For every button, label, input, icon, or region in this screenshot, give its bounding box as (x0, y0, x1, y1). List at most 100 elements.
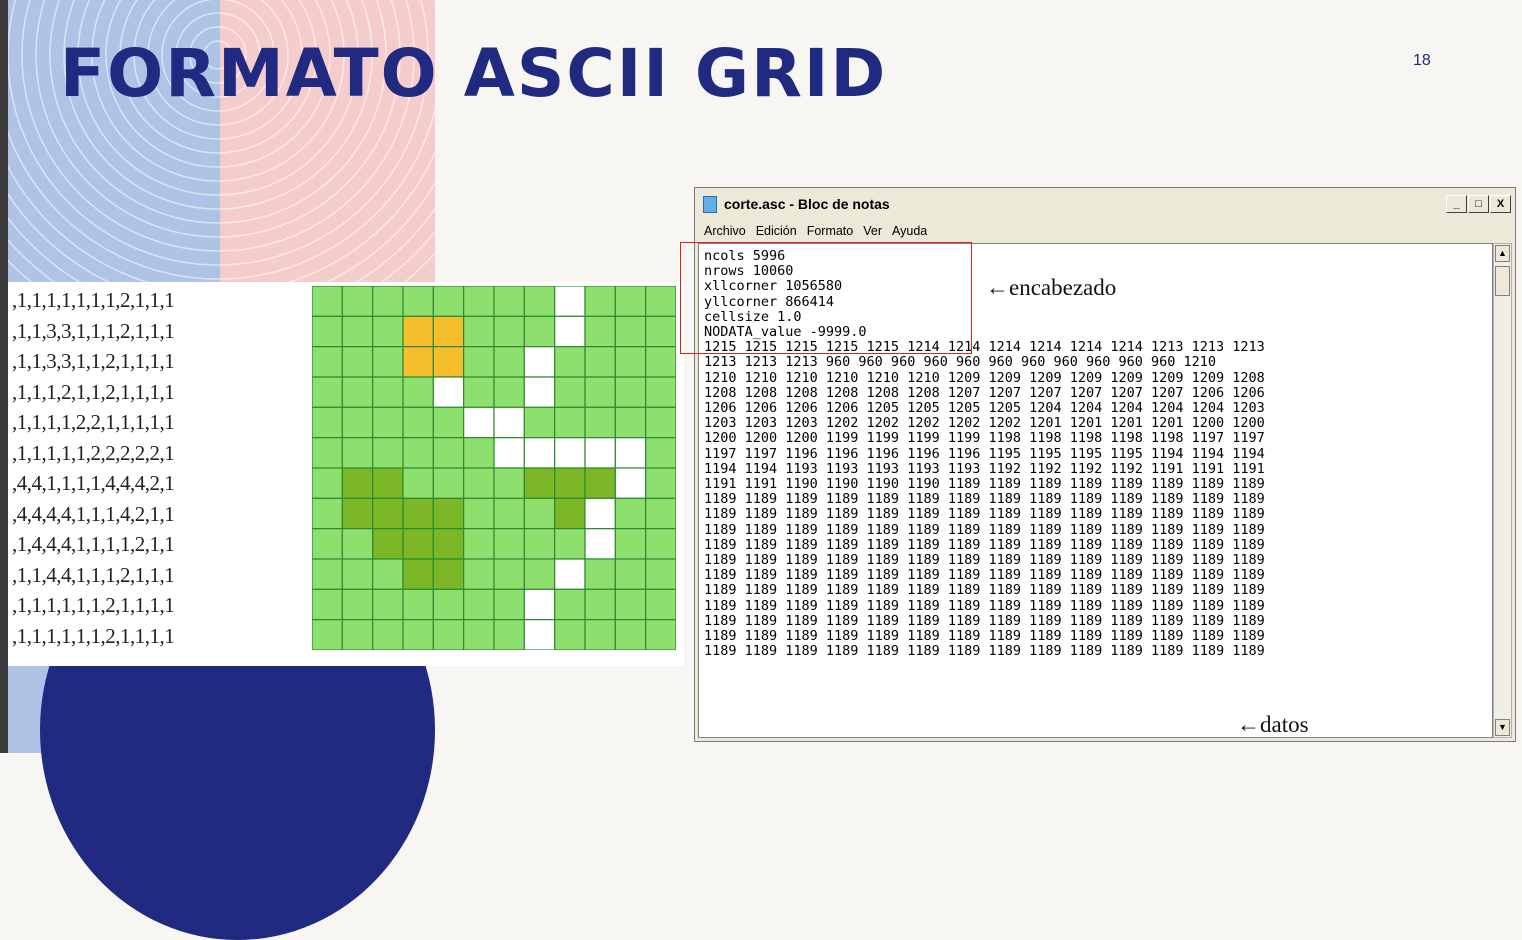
grid-cell (523, 528, 556, 560)
grid-cell (584, 558, 616, 590)
menu-ayuda[interactable]: Ayuda (892, 224, 928, 238)
grid-cell (645, 315, 676, 348)
grid-cell (584, 376, 616, 408)
grid-cell (614, 376, 647, 408)
grid-cell (614, 437, 647, 469)
grid-cell (614, 286, 647, 317)
grid-cell (645, 467, 676, 499)
annotation-encabezado: ←encabezado (986, 275, 1117, 300)
grid-cell (312, 315, 343, 348)
number-grid-image: ,1,1,1,1,1,1,1,2,1,1,1 ,1,1,3,3,1,1,1,2,1… (8, 282, 304, 666)
decorative-arc (63, 0, 373, 210)
grid-cell (341, 497, 374, 530)
scroll-thumb[interactable] (1495, 266, 1510, 296)
grid-cell (432, 286, 465, 317)
decorative-arc (8, 0, 438, 280)
grid-cell (554, 406, 586, 439)
grid-cell (312, 558, 343, 590)
grid-cell (432, 528, 465, 560)
grid-cell (432, 619, 465, 650)
text-editor-area[interactable]: ncols 5996 nrows 10060 xllcorner 1056580… (698, 243, 1493, 738)
grid-cell (554, 528, 586, 560)
grid-cell (645, 558, 676, 590)
grid-cell (432, 558, 465, 590)
scroll-down-arrow-icon[interactable]: ▼ (1495, 719, 1510, 736)
grid-cell (463, 497, 495, 530)
raster-grid-svg (312, 286, 676, 650)
menu-archivo[interactable]: Archivo (704, 224, 746, 238)
grid-cell (614, 497, 647, 530)
window-title: corte.asc - Bloc de notas (724, 196, 890, 212)
grid-cell (523, 376, 556, 408)
grid-cell (554, 437, 586, 469)
number-grid-row: ,1,1,3,3,1,1,1,2,1,1,1 (12, 318, 175, 343)
grid-cell (645, 346, 676, 378)
number-grid-row: ,1,1,4,4,1,1,1,2,1,1,1 (12, 562, 175, 587)
grid-cell (584, 588, 616, 621)
grid-cell (402, 588, 434, 621)
grid-cell (463, 588, 495, 621)
grid-cell (523, 619, 556, 650)
decorative-arc (161, 0, 275, 112)
grid-cell (493, 437, 525, 469)
window-titlebar[interactable]: corte.asc - Bloc de notas _ □ X (695, 188, 1515, 220)
grid-cell (432, 376, 465, 408)
grid-cell (554, 346, 586, 378)
grid-cell (372, 497, 404, 530)
grid-cell (372, 286, 404, 317)
grid-cell (554, 619, 586, 650)
grid-cell (493, 376, 525, 408)
grid-cell (614, 467, 647, 499)
grid-cell (584, 437, 616, 469)
grid-cell (402, 315, 434, 348)
grid-cell (341, 406, 374, 439)
notepad-window: corte.asc - Bloc de notas _ □ X Archivo … (694, 187, 1516, 742)
scroll-up-arrow-icon[interactable]: ▲ (1495, 245, 1510, 262)
grid-cell (432, 315, 465, 348)
grid-cell (614, 558, 647, 590)
grid-cell (614, 346, 647, 378)
decorative-arc (189, 26, 247, 84)
grid-cell (402, 406, 434, 439)
grid-cell (372, 437, 404, 469)
slide-left-border (0, 0, 8, 753)
file-contents: ncols 5996 nrows 10060 xllcorner 1056580… (704, 248, 1265, 660)
decorative-arc (133, 0, 303, 140)
grid-cell (554, 588, 586, 621)
grid-cell (402, 497, 434, 530)
window-controls: _ □ X (1446, 195, 1511, 213)
vertical-scrollbar[interactable]: ▲ ▼ (1493, 243, 1512, 738)
maximize-button[interactable]: □ (1468, 195, 1489, 213)
grid-cell (312, 528, 343, 560)
grid-cell (584, 315, 616, 348)
grid-cell (372, 558, 404, 590)
grid-cell (554, 286, 586, 317)
grid-cell (312, 376, 343, 408)
grid-cell (372, 376, 404, 408)
grid-cell (614, 619, 647, 650)
menu-ver[interactable]: Ver (863, 224, 882, 238)
grid-cell (584, 286, 616, 317)
menu-formato[interactable]: Formato (806, 224, 854, 238)
close-button[interactable]: X (1490, 195, 1511, 213)
grid-cell (402, 619, 434, 650)
minimize-button[interactable]: _ (1446, 195, 1467, 213)
grid-cell (584, 619, 616, 650)
grid-cell (372, 346, 404, 378)
decorative-arc (77, 0, 359, 196)
grid-cell (463, 315, 495, 348)
grid-cell (584, 467, 616, 499)
number-grid-row: ,4,4,4,4,1,1,1,4,2,1,1 (12, 501, 175, 526)
decorative-arc (91, 0, 345, 182)
grid-cell (432, 346, 465, 378)
grid-cell (402, 346, 434, 378)
menu-edicion[interactable]: Edición (755, 224, 797, 238)
annotation-datos: ←datos (1237, 712, 1309, 737)
grid-cell (463, 558, 495, 590)
grid-cell (493, 346, 525, 378)
menu-bar: Archivo Edición Formato Ver Ayuda (695, 220, 1515, 242)
decorative-arc (105, 0, 331, 168)
header-highlight-box (680, 242, 972, 354)
grid-cell (493, 467, 525, 499)
grid-cell (493, 286, 525, 317)
